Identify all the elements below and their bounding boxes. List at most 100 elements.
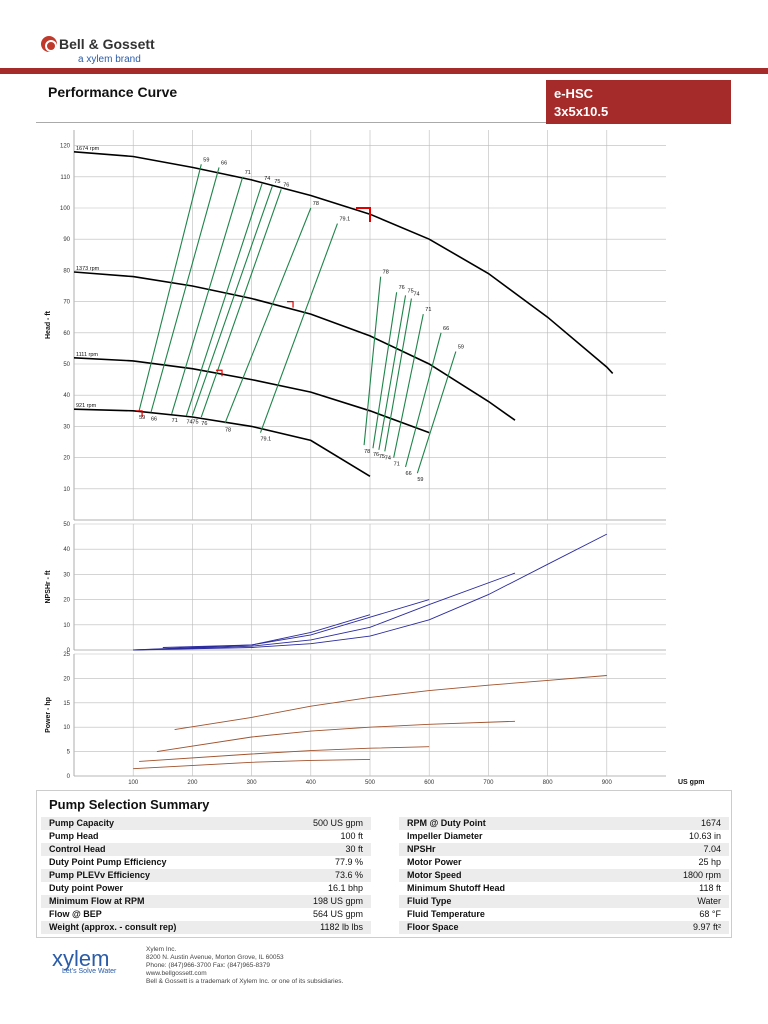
y-tick-label: 15 xyxy=(63,701,70,707)
series-line-1373-rpm xyxy=(73,271,516,421)
y-tick-label: 50 xyxy=(63,362,70,368)
x-tick-label: 800 xyxy=(543,780,554,786)
efficiency-label-top: 71 xyxy=(245,170,251,176)
efficiency-label-top: 59 xyxy=(203,157,209,163)
footer-line: 8200 N. Austin Avenue, Morton Grove, IL … xyxy=(146,954,284,961)
summary-row-left-2: Control Head 30 ft xyxy=(41,843,371,856)
summary-title: Pump Selection Summary xyxy=(49,797,210,812)
x-tick-label: 700 xyxy=(483,780,494,786)
efficiency-label-top: 76 xyxy=(399,285,405,291)
page-header: Bell & Gossett a xylem brand xyxy=(0,0,768,76)
summary-value: 30 ft xyxy=(345,844,363,854)
model-series: e-HSC xyxy=(554,86,594,101)
y-tick-label: 5 xyxy=(67,750,71,756)
y-tick-label: 0 xyxy=(67,648,71,654)
efficiency-label-top: 75 xyxy=(408,288,414,294)
y-tick-label: 25 xyxy=(63,652,70,658)
efficiency-line xyxy=(384,298,412,452)
summary-row-right-1: Impeller Diameter 10.63 in xyxy=(399,830,729,843)
y-axis-label: Power - hp xyxy=(45,697,52,733)
efficiency-line xyxy=(393,313,424,458)
duty-point-marker xyxy=(356,207,371,222)
xylem-logo: xylem xyxy=(52,946,110,971)
summary-label: NPSHr xyxy=(407,844,436,854)
y-tick-label: 100 xyxy=(60,206,71,212)
summary-label: Minimum Shutoff Head xyxy=(407,883,505,893)
series-line-1111-rpm xyxy=(73,357,430,434)
summary-label: Motor Speed xyxy=(407,870,462,880)
summary-label: Pump Head xyxy=(49,831,99,841)
summary-row-left-8: Weight (approx. - consult rep) 1182 lb lb… xyxy=(41,921,371,934)
efficiency-label-bottom: 76 xyxy=(373,452,379,458)
summary-row-left-5: Duty point Power 16.1 bhp xyxy=(41,882,371,895)
y-tick-label: 10 xyxy=(63,487,70,493)
summary-value: 68 °F xyxy=(699,909,721,919)
efficiency-label-bottom: 75 xyxy=(192,419,198,425)
y-tick-label: 40 xyxy=(63,547,70,553)
summary-left-table: Pump Capacity 500 US gpm Pump Head 100 ft Co… xyxy=(41,817,371,934)
y-tick-label: 0 xyxy=(67,774,71,780)
header-divider xyxy=(0,68,768,74)
efficiency-line xyxy=(224,207,312,424)
y-tick-label: 10 xyxy=(63,725,70,731)
efficiency-line xyxy=(404,332,442,468)
efficiency-label-bottom: 76 xyxy=(201,421,207,427)
summary-row-left-3: Duty Point Pump Efficiency 77.9 % xyxy=(41,856,371,869)
efficiency-line xyxy=(416,351,457,474)
y-tick-label: 50 xyxy=(63,522,70,528)
series-line-1373-rpm xyxy=(156,720,516,753)
summary-label: Motor Power xyxy=(407,857,462,867)
x-tick-label: 500 xyxy=(365,780,376,786)
x-tick-label: 600 xyxy=(424,780,435,786)
summary-row-left-4: Pump PLEVv Efficiency 73.6 % xyxy=(41,869,371,882)
summary-row-left-6: Minimum Flow at RPM 198 US gpm xyxy=(41,895,371,908)
efficiency-line xyxy=(200,189,282,418)
series-line-1674-rpm xyxy=(174,675,607,731)
efficiency-line xyxy=(171,176,244,415)
efficiency-line xyxy=(363,276,382,446)
pump-selection-summary: Pump Selection Summary Pump Capacity 500 … xyxy=(36,790,732,938)
efficiency-label-top: 78 xyxy=(313,201,319,207)
summary-row-right-5: Minimum Shutoff Head 118 ft xyxy=(399,882,729,895)
summary-value: 10.63 in xyxy=(688,831,721,841)
efficiency-label-bottom: 78 xyxy=(225,427,231,433)
summary-value: 1674 xyxy=(700,818,721,828)
efficiency-label-top: 74 xyxy=(264,176,270,182)
efficiency-label-top: 75 xyxy=(274,179,280,185)
summary-value: 564 US gpm xyxy=(312,909,363,919)
summary-label: Impeller Diameter xyxy=(407,831,483,841)
efficiency-label-bottom: 75 xyxy=(379,454,385,460)
summary-label: Weight (approx. - consult rep) xyxy=(49,922,177,932)
bell-gossett-logo-icon xyxy=(41,36,57,52)
y-tick-label: 70 xyxy=(63,300,70,306)
summary-value: 25 hp xyxy=(698,857,721,867)
efficiency-line xyxy=(150,167,220,413)
x-tick-label: 100 xyxy=(128,780,139,786)
y-tick-label: 110 xyxy=(60,175,70,181)
y-tick-label: 60 xyxy=(63,331,70,337)
summary-row-left-1: Pump Head 100 ft xyxy=(41,830,371,843)
footer-address: Xylem Inc. 8200 N. Austin Avenue, Morton … xyxy=(146,946,343,986)
summary-label: RPM @ Duty Point xyxy=(407,818,486,828)
min-flow-marker xyxy=(136,410,143,417)
summary-row-left-0: Pump Capacity 500 US gpm xyxy=(41,817,371,830)
efficiency-label-bottom: 59 xyxy=(417,477,423,483)
efficiency-label-bottom: 66 xyxy=(151,416,157,422)
efficiency-label-top: 71 xyxy=(425,307,431,313)
series-line-1111-rpm xyxy=(139,746,430,762)
footer-line: Phone: (847)966-3700 Fax: (847)965-8379 xyxy=(146,962,270,969)
page-title: Performance Curve xyxy=(48,84,178,100)
summary-value: 198 US gpm xyxy=(312,896,363,906)
efficiency-label-bottom: 78 xyxy=(364,449,370,455)
summary-label: Minimum Flow at RPM xyxy=(49,896,145,906)
efficiency-label-top: 66 xyxy=(443,326,449,332)
title-divider xyxy=(36,122,546,123)
summary-value: 9.97 ft² xyxy=(692,922,721,932)
series-label: 921 rpm xyxy=(76,403,97,409)
y-tick-label: 10 xyxy=(63,623,70,629)
y-tick-label: 120 xyxy=(60,144,71,150)
summary-label: Floor Space xyxy=(407,922,459,932)
series-line-1111-rpm xyxy=(162,599,430,648)
efficiency-line xyxy=(372,292,398,449)
model-badge: e-HSC 3x5x10.5 xyxy=(546,80,731,124)
